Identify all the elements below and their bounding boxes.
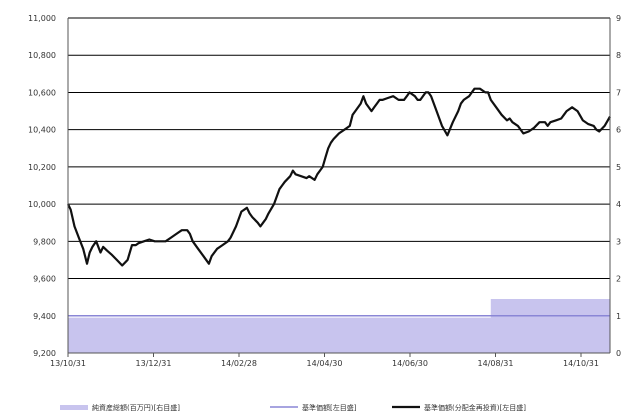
y-right-tick-label: 0	[616, 349, 621, 358]
y-left-tick-label: 10,600	[28, 88, 56, 97]
line-series-layer	[67, 87, 611, 317]
x-tick-label: 13/10/31	[50, 359, 86, 368]
tick-labels: 9,2009,4009,6009,80010,00010,20010,40010…	[28, 14, 621, 368]
y-left-tick-label: 10,400	[28, 126, 56, 135]
y-right-tick-label: 3	[616, 237, 621, 246]
legend-label: 基準価額(分配金再投資)[左目盛]	[424, 403, 526, 412]
x-tick-label: 14/10/31	[563, 359, 599, 368]
x-tick-label: 14/08/31	[478, 359, 514, 368]
y-right-tick-label: 1	[616, 312, 621, 321]
y-left-tick-label: 11,000	[28, 14, 56, 23]
y-right-tick-label: 7	[616, 88, 621, 97]
legend-label: 基準価額[左目盛]	[302, 403, 357, 412]
y-right-tick-label: 9	[616, 14, 621, 23]
area-series-layer	[68, 299, 610, 353]
legend-label: 純資産総額(百万円)[右目盛]	[92, 403, 180, 412]
x-tick-label: 13/12/31	[136, 359, 172, 368]
y-right-tick-label: 2	[616, 275, 621, 284]
x-tick-label: 14/06/30	[392, 359, 428, 368]
legend-swatch-area	[60, 405, 88, 410]
y-right-tick-label: 6	[616, 126, 621, 135]
axes	[67, 18, 611, 357]
y-left-tick-label: 10,000	[28, 200, 56, 209]
y-right-tick-label: 8	[616, 51, 621, 60]
y-right-tick-label: 4	[616, 200, 621, 209]
x-tick-label: 14/04/30	[307, 359, 343, 368]
series-line-1	[67, 87, 611, 267]
y-left-tick-label: 9,400	[33, 312, 56, 321]
y-left-tick-label: 10,800	[28, 51, 56, 60]
y-right-tick-label: 5	[616, 163, 621, 172]
y-left-tick-label: 9,600	[33, 275, 56, 284]
y-left-tick-label: 9,200	[33, 349, 56, 358]
y-left-tick-label: 9,800	[33, 237, 56, 246]
y-left-tick-label: 10,200	[28, 163, 56, 172]
series-area-net-assets	[68, 299, 610, 353]
legend: 純資産総額(百万円)[右目盛] 基準価額[左目盛] 基準価額(分配金再投資)[左目盛…	[60, 403, 526, 412]
x-tick-label: 14/02/28	[221, 359, 257, 368]
